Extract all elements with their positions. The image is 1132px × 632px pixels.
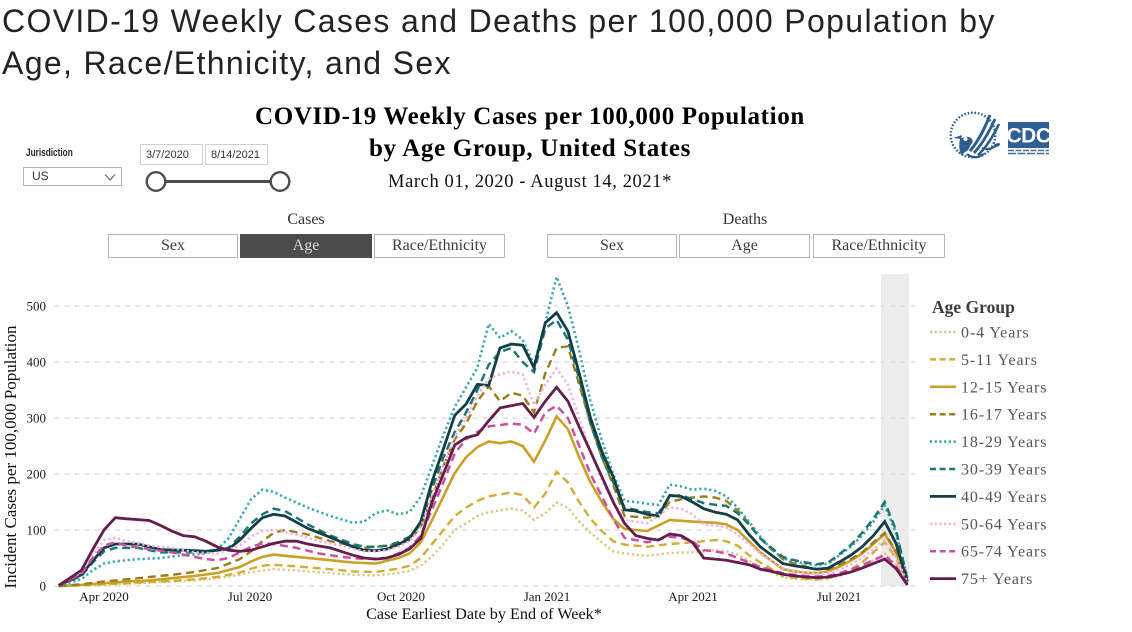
svg-text:18-29 Years: 18-29 Years: [961, 434, 1047, 451]
svg-text:Jul 2021: Jul 2021: [817, 589, 861, 604]
svg-text:Incident Cases per 100,000 Pop: Incident Cases per 100,000 Population: [1, 325, 20, 588]
svg-text:50-64 Years: 50-64 Years: [961, 516, 1047, 533]
svg-text:Apr 2021: Apr 2021: [668, 589, 717, 604]
svg-text:0: 0: [40, 579, 47, 594]
svg-text:CDC: CDC: [1007, 125, 1051, 148]
svg-text:30-39 Years: 30-39 Years: [961, 462, 1047, 479]
svg-text:75+ Years: 75+ Years: [961, 571, 1033, 588]
svg-text:12-15 Years: 12-15 Years: [961, 379, 1047, 396]
svg-text:Jul 2020: Jul 2020: [228, 589, 272, 604]
svg-text:Apr 2020: Apr 2020: [79, 589, 128, 604]
svg-text:40-49 Years: 40-49 Years: [961, 489, 1047, 506]
svg-text:Oct 2020: Oct 2020: [377, 589, 425, 604]
svg-text:300: 300: [27, 411, 47, 426]
svg-text:100: 100: [27, 523, 47, 538]
svg-text:Case Earliest Date by End of W: Case Earliest Date by End of Week*: [366, 605, 602, 623]
svg-text:Age Group: Age Group: [932, 297, 1015, 317]
svg-text:0-4 Years: 0-4 Years: [961, 325, 1030, 342]
svg-text:200: 200: [27, 467, 47, 482]
svg-text:65-74 Years: 65-74 Years: [961, 544, 1047, 561]
svg-text:400: 400: [27, 355, 47, 370]
svg-text:5-11 Years: 5-11 Years: [961, 352, 1038, 369]
svg-text:16-17 Years: 16-17 Years: [961, 407, 1047, 424]
svg-text:500: 500: [27, 299, 47, 314]
svg-text:Jan 2021: Jan 2021: [524, 589, 571, 604]
